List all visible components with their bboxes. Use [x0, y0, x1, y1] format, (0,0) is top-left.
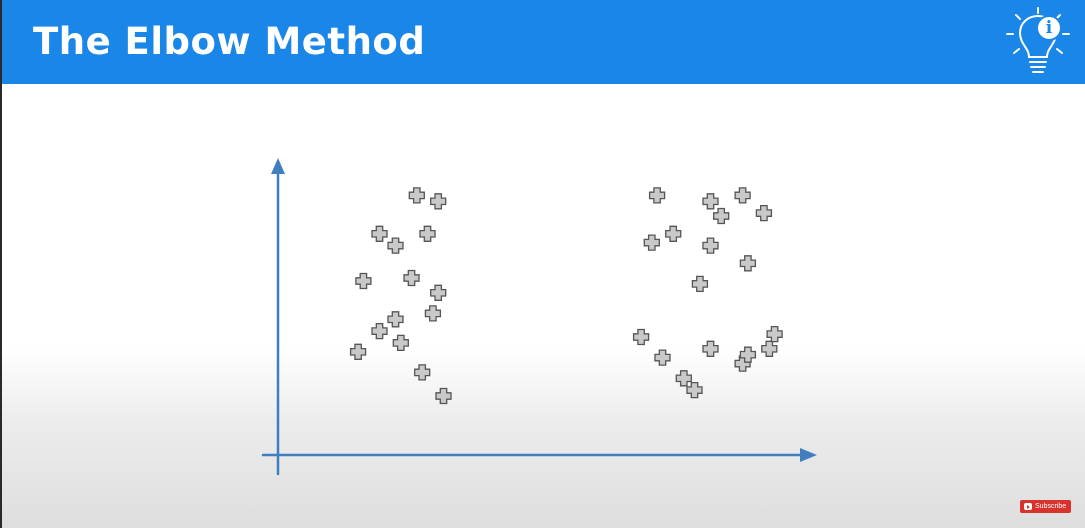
data-point-plus	[430, 284, 447, 301]
slide-title: The Elbow Method	[33, 20, 426, 63]
subscribe-label: Subscribe	[1035, 503, 1067, 510]
x-axis-arrowhead	[800, 448, 817, 462]
data-point-plus	[355, 272, 372, 290]
data-point-plus	[424, 305, 442, 322]
data-point-plus	[403, 269, 420, 287]
data-point-plus	[739, 255, 757, 272]
subscribe-button[interactable]: Subscribe	[1020, 500, 1071, 513]
data-point-plus	[702, 237, 719, 254]
data-point-plus	[349, 343, 367, 360]
data-point-plus	[387, 311, 404, 328]
data-point-plus	[654, 349, 671, 366]
data-point-plus	[632, 328, 650, 346]
data-point-plus	[648, 187, 666, 204]
data-point-plus	[675, 370, 692, 387]
data-point-plus	[435, 387, 452, 405]
chart-points	[349, 187, 783, 405]
data-point-plus	[419, 225, 436, 242]
data-point-plus	[702, 340, 719, 357]
data-point-plus	[392, 334, 409, 352]
youtube-icon	[1024, 503, 1032, 510]
data-point-plus	[414, 364, 431, 381]
chart-axes	[261, 158, 817, 476]
data-point-plus	[371, 225, 388, 242]
data-point-plus	[371, 322, 388, 340]
data-point-plus	[702, 193, 719, 210]
data-point-plus	[766, 325, 783, 343]
data-point-plus	[387, 237, 404, 254]
data-point-plus	[691, 275, 709, 293]
slide-header: The Elbow Method i	[2, 0, 1085, 84]
data-point-plus	[408, 187, 425, 204]
data-point-plus	[761, 340, 778, 357]
data-point-plus	[713, 207, 730, 225]
data-point-plus	[734, 187, 751, 204]
data-point-plus	[686, 381, 703, 399]
y-axis-arrowhead	[271, 158, 285, 174]
info-icon[interactable]: i	[1036, 15, 1062, 41]
data-point-plus	[430, 193, 447, 210]
data-point-plus	[755, 204, 773, 222]
lightbulb-icon	[1006, 7, 1070, 73]
data-point-plus	[665, 225, 682, 242]
data-point-plus	[643, 234, 660, 251]
data-point-plus	[739, 346, 757, 363]
